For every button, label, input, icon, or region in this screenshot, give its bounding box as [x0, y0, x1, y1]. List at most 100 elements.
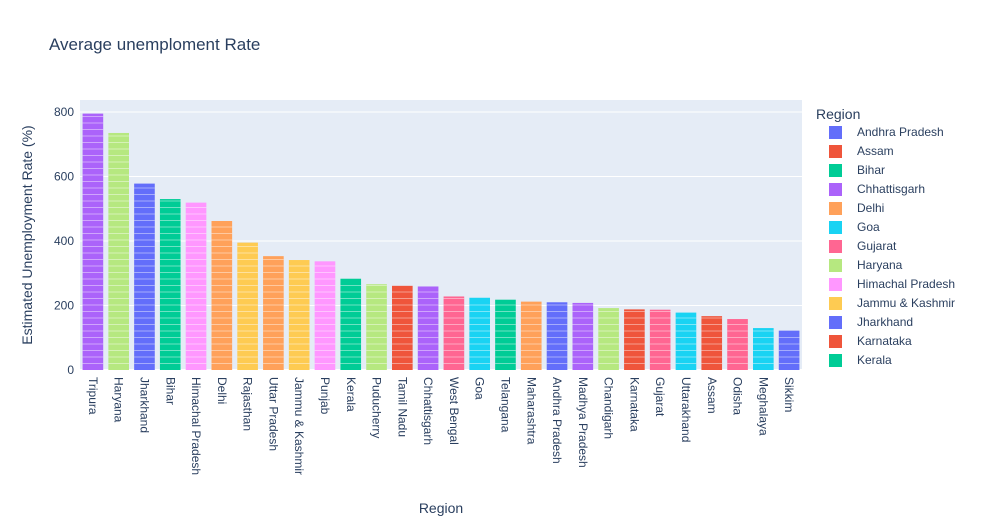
bar-gujarat[interactable] [649, 309, 671, 370]
y-tick-label: 200 [54, 299, 74, 313]
legend-item[interactable]: Goa [829, 220, 880, 234]
y-tick-label: 0 [67, 363, 74, 377]
x-tick-label: Chhattisgarh [421, 377, 435, 445]
bar-jammu-kashmir[interactable] [288, 260, 310, 370]
legend-label: Jharkhand [857, 315, 913, 329]
bar[interactable] [366, 284, 387, 370]
bar-maharashtra[interactable] [520, 301, 542, 370]
bar-west-bengal[interactable] [443, 296, 465, 370]
bar[interactable] [288, 260, 310, 370]
bar[interactable] [520, 301, 542, 370]
x-tick-label: Assam [705, 377, 719, 414]
x-tick-label: Karnataka [627, 377, 641, 432]
bar[interactable] [237, 242, 258, 370]
bar[interactable] [649, 309, 671, 370]
bar[interactable] [675, 312, 697, 370]
bars[interactable] [82, 113, 800, 371]
legend-item[interactable]: Himachal Pradesh [829, 277, 955, 291]
x-tick-label: Punjab [318, 377, 332, 415]
legend-label: Haryana [857, 258, 903, 272]
bar[interactable] [443, 296, 465, 370]
legend-swatch [829, 240, 842, 253]
bar-punjab[interactable] [314, 261, 336, 370]
bar[interactable] [263, 256, 284, 370]
bar-assam[interactable] [701, 316, 723, 370]
x-tick-label: Rajasthan [241, 377, 255, 431]
bar[interactable] [727, 319, 748, 370]
legend-swatch [829, 221, 842, 234]
legend-swatch [829, 354, 842, 367]
x-tick-label: West Bengal [447, 377, 461, 445]
bar[interactable] [701, 316, 723, 370]
bar[interactable] [134, 183, 155, 370]
bar-telangana[interactable] [495, 299, 516, 370]
bar[interactable] [159, 199, 181, 370]
x-tick-label: Himachal Pradesh [189, 377, 203, 475]
legend-item[interactable]: Jharkhand [829, 315, 913, 329]
legend-item[interactable]: Assam [829, 144, 894, 158]
legend-item[interactable]: Gujarat [829, 239, 897, 253]
legend-swatch [829, 297, 842, 310]
x-tick-label: Sikkim [782, 377, 796, 412]
bar[interactable] [82, 113, 104, 371]
bar[interactable] [572, 302, 594, 370]
legend-swatch [829, 126, 842, 139]
bar-andhra-pradesh[interactable] [546, 302, 568, 370]
bar-uttarakhand[interactable] [675, 312, 697, 370]
legend-item[interactable]: Bihar [829, 163, 885, 177]
bar-bihar[interactable] [159, 199, 181, 370]
bar[interactable] [417, 286, 439, 370]
x-tick-label: Madhya Pradesh [576, 377, 590, 468]
legend-label: Gujarat [857, 239, 897, 253]
x-tick-label: Haryana [112, 377, 126, 423]
bar-rajasthan[interactable] [237, 242, 258, 370]
legend-swatch [829, 202, 842, 215]
bar[interactable] [211, 221, 233, 370]
bar[interactable] [495, 299, 516, 370]
bar-himachal-pradesh[interactable] [185, 202, 207, 370]
bar-odisha[interactable] [727, 319, 748, 370]
bar[interactable] [546, 302, 568, 370]
legend-swatch [829, 259, 842, 272]
legend-label: Jammu & Kashmir [857, 296, 955, 310]
legend-item[interactable]: Delhi [829, 201, 884, 215]
bar[interactable] [624, 309, 645, 370]
legend[interactable]: Region Andhra Pradesh Assam Bihar Chhattisg… [816, 106, 955, 367]
legend-item[interactable]: Jammu & Kashmir [829, 296, 955, 310]
bar[interactable] [392, 285, 413, 370]
bar-jharkhand[interactable] [134, 183, 155, 370]
bar-puducherry[interactable] [366, 284, 387, 370]
legend-item[interactable]: Andhra Pradesh [829, 125, 944, 139]
bar-kerala[interactable] [340, 278, 362, 370]
legend-label: Karnataka [857, 334, 912, 348]
bar-sikkim[interactable] [778, 330, 800, 370]
legend-label: Himachal Pradesh [857, 277, 955, 291]
x-tick-label: Andhra Pradesh [550, 377, 564, 464]
legend-item[interactable]: Kerala [829, 353, 892, 367]
bar-tamil-nadu[interactable] [392, 285, 413, 370]
legend-item[interactable]: Karnataka [829, 334, 912, 348]
bar[interactable] [185, 202, 207, 370]
bar-karnataka[interactable] [624, 309, 645, 370]
x-tick-label: Gujarat [653, 377, 667, 417]
legend-item[interactable]: Chhattisgarh [829, 182, 925, 196]
bar-meghalaya[interactable] [753, 328, 774, 370]
bar[interactable] [753, 328, 774, 370]
bar-chhattisgarh[interactable] [417, 286, 439, 370]
bar-chandigarh[interactable] [598, 308, 619, 370]
bar-tripura[interactable] [82, 113, 104, 371]
bar-madhya-pradesh[interactable] [572, 302, 594, 370]
bar[interactable] [469, 297, 490, 370]
x-tick-label: Chandigarh [602, 377, 616, 439]
y-tick-label: 800 [54, 105, 74, 119]
bar-delhi[interactable] [211, 221, 233, 370]
bar-goa[interactable] [469, 297, 490, 370]
bar-uttar-pradesh[interactable] [263, 256, 284, 370]
bar[interactable] [108, 132, 129, 370]
legend-item[interactable]: Haryana [829, 258, 903, 272]
x-tick-label: Puducherry [370, 377, 384, 438]
bar[interactable] [314, 261, 336, 370]
bar[interactable] [598, 308, 619, 370]
bar-haryana[interactable] [108, 132, 129, 370]
legend-swatch [829, 278, 842, 291]
